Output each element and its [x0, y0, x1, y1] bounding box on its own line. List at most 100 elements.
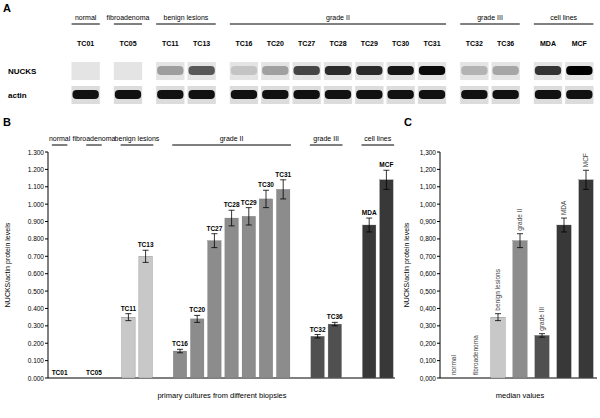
- y-tick: [437, 291, 440, 292]
- lane-label: TC31: [423, 40, 440, 47]
- category-label: TC01: [52, 369, 68, 376]
- category-label: TC32: [310, 326, 326, 333]
- error-stem: [564, 218, 565, 232]
- error-stem: [542, 334, 543, 337]
- category-label: TC30: [258, 181, 274, 188]
- y-tick: [437, 186, 440, 187]
- y-tick: [45, 378, 48, 379]
- error-bar: [263, 190, 269, 207]
- blot-strip: [418, 86, 446, 104]
- error-cap: [125, 320, 131, 321]
- blot-strip: [355, 86, 383, 104]
- actin-band: [493, 90, 519, 99]
- error-stem: [334, 322, 335, 325]
- error-bar: [561, 218, 567, 232]
- lane-label: TC01: [77, 40, 94, 47]
- error-stem: [317, 335, 318, 338]
- y-tick-label: 1,300: [420, 149, 437, 156]
- error-bar: [177, 349, 183, 352]
- nucks-band: [188, 66, 214, 75]
- x-axis-label: primary cultures from different biopsies: [157, 391, 286, 400]
- error-cap: [194, 322, 200, 323]
- group-bracket: [156, 24, 216, 25]
- figure: Anormalfibroadenomabenign lesionsgrade I…: [0, 0, 600, 418]
- error-bar: [194, 315, 200, 322]
- y-tick: [437, 308, 440, 309]
- y-tick: [45, 308, 48, 309]
- error-stem: [283, 180, 284, 199]
- y-tick-label: 0,900: [420, 218, 437, 225]
- bar: [139, 256, 152, 378]
- y-tick-label: 1,000: [420, 201, 437, 208]
- group-label: normal: [75, 14, 97, 21]
- group-label: fibroadenoma: [107, 14, 150, 21]
- error-stem: [231, 210, 232, 226]
- error-cap: [383, 170, 389, 171]
- lane-label: TC16: [235, 40, 252, 47]
- blot-strip: [565, 86, 593, 104]
- blot-strip: [72, 86, 100, 104]
- error-bar: [280, 180, 286, 199]
- nucks-band: [493, 66, 519, 75]
- error-bar: [583, 170, 589, 189]
- group-label: benign lesions: [164, 14, 209, 22]
- error-cap: [561, 231, 567, 232]
- lane-label: TC05: [119, 40, 136, 47]
- category-label: fibroadenoma: [472, 335, 479, 375]
- y-tick: [45, 221, 48, 222]
- error-stem: [197, 315, 198, 322]
- error-bar: [495, 314, 501, 321]
- group-bracket: [52, 145, 67, 146]
- blot-strip: [387, 62, 415, 80]
- actin-band: [188, 90, 214, 99]
- error-stem: [386, 170, 387, 189]
- nucks-band: [231, 66, 257, 75]
- error-cap: [194, 315, 200, 316]
- bar: [190, 319, 203, 378]
- error-cap: [263, 207, 269, 208]
- bar: [276, 189, 289, 378]
- y-tick-label: 0,000: [420, 375, 437, 382]
- error-stem: [214, 234, 215, 248]
- panel-label: C: [404, 116, 412, 128]
- bar: [362, 225, 375, 378]
- error-stem: [498, 314, 499, 321]
- actin-band: [73, 90, 99, 99]
- bar: [328, 324, 341, 378]
- y-tick-label: 0.800: [28, 235, 45, 242]
- y-tick: [437, 343, 440, 344]
- error-cap: [561, 218, 567, 219]
- error-bar: [143, 250, 149, 262]
- error-cap: [211, 233, 217, 234]
- error-cap: [280, 198, 286, 199]
- category-label: TC27: [206, 225, 222, 232]
- panel-label: B: [3, 116, 11, 128]
- blot-strip: [187, 62, 215, 80]
- panel-b: B0.0000.1000.2000.3000.4000.5000.6000.70…: [3, 116, 395, 400]
- error-cap: [229, 225, 235, 226]
- row-label: actin: [8, 91, 27, 100]
- error-cap: [211, 247, 217, 248]
- category-label: MCF: [379, 161, 393, 168]
- group-bracket: [310, 145, 343, 146]
- error-cap: [539, 333, 545, 334]
- actin-band: [461, 90, 487, 99]
- error-bar: [125, 314, 131, 321]
- actin-band: [262, 90, 288, 99]
- blot-strip: [261, 86, 289, 104]
- y-tick-label: 0,200: [420, 340, 437, 347]
- error-cap: [315, 334, 321, 335]
- group-bracket: [172, 145, 291, 146]
- x-axis-label: median values: [496, 391, 545, 400]
- error-bar: [332, 322, 338, 325]
- y-tick: [45, 360, 48, 361]
- category-label: TC11: [121, 305, 137, 312]
- y-tick-label: 0.000: [28, 375, 45, 382]
- y-tick-label: 0,800: [420, 235, 437, 242]
- nucks-band: [262, 66, 288, 75]
- bar: [259, 199, 272, 378]
- y-tick-label: 0.100: [28, 357, 45, 364]
- y-tick-label: 0,700: [420, 253, 437, 260]
- blot-strip: [534, 86, 562, 104]
- blot-strip: [114, 86, 142, 104]
